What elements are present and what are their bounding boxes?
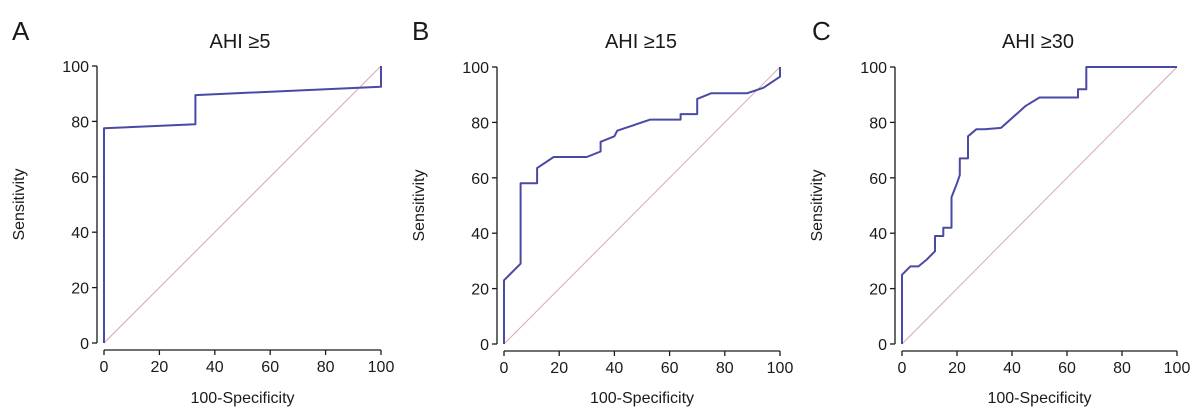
x-tick-label: 20: [948, 360, 966, 377]
roc-panel-c: C AHI ≥30 0 20 40 60 80 100 0 20 40 60 80 100 100-Spec…: [809, 16, 1190, 407]
y-tick-label: 80: [471, 115, 489, 132]
x-tick-label: 100: [1164, 360, 1191, 377]
x-tick-label: 40: [606, 360, 624, 377]
chart-title: AHI ≥15: [605, 31, 677, 53]
y-tick-label: 40: [471, 226, 489, 243]
reference-diagonal-line: [503, 66, 781, 345]
x-tick-label: 80: [1113, 360, 1131, 377]
roc-curve-line: [901, 66, 1177, 344]
roc-curve-line: [103, 66, 382, 343]
x-tick-label: 0: [100, 359, 109, 376]
y-tick-label: 80: [869, 115, 887, 132]
roc-panel-a: A AHI ≥5 0 20 40 60 80 100 0 20 40 60 80 100 100-Speci…: [11, 16, 394, 407]
y-tick-label: 0: [878, 337, 887, 354]
x-tick-label: 60: [661, 360, 679, 377]
y-tick-label: 100: [462, 60, 489, 77]
y-axis-label: Sensitivity: [411, 169, 428, 241]
y-tick-label: 20: [71, 281, 89, 298]
x-tick-label: 20: [550, 360, 568, 377]
x-axis-label: 100-Specificity: [590, 390, 694, 407]
x-tick-label: 0: [500, 360, 509, 377]
y-tick-label: 20: [471, 282, 489, 299]
x-tick-label: 60: [261, 359, 279, 376]
y-axis-label: Sensitivity: [11, 168, 28, 240]
panel-letter: C: [812, 16, 831, 46]
reference-diagonal-line: [901, 66, 1178, 345]
x-tick-label: 20: [151, 359, 169, 376]
y-tick-label: 40: [869, 226, 887, 243]
y-tick-label: 60: [71, 170, 89, 187]
y-tick-label: 60: [869, 171, 887, 188]
x-axis-label: 100-Specificity: [987, 390, 1091, 407]
x-axis-label: 100-Specificity: [190, 390, 294, 407]
x-tick-label: 100: [767, 360, 794, 377]
x-tick-label: 0: [898, 360, 907, 377]
y-tick-label: 100: [860, 60, 887, 77]
chart-title: AHI ≥5: [210, 31, 271, 53]
x-tick-label: 80: [716, 360, 734, 377]
y-tick-label: 80: [71, 114, 89, 131]
x-tick-label: 80: [317, 359, 335, 376]
roc-panel-b: B AHI ≥15 0 20 40 60 80 100 0 20 40 60 80 100 100-Spec…: [411, 16, 793, 407]
x-tick-label: 40: [1003, 360, 1021, 377]
y-axis-label: Sensitivity: [809, 169, 826, 241]
panel-letter: A: [12, 16, 30, 46]
y-tick-label: 20: [869, 282, 887, 299]
panel-letter: B: [412, 16, 429, 46]
x-tick-label: 40: [206, 359, 224, 376]
y-tick-label: 0: [80, 336, 89, 353]
reference-diagonal-line: [103, 65, 382, 344]
chart-title: AHI ≥30: [1002, 31, 1074, 53]
y-tick-label: 60: [471, 171, 489, 188]
x-tick-label: 100: [368, 359, 395, 376]
x-tick-label: 60: [1058, 360, 1076, 377]
roc-curve-line: [503, 67, 781, 344]
y-tick-label: 0: [480, 337, 489, 354]
y-tick-label: 100: [62, 59, 89, 76]
y-tick-label: 40: [71, 225, 89, 242]
